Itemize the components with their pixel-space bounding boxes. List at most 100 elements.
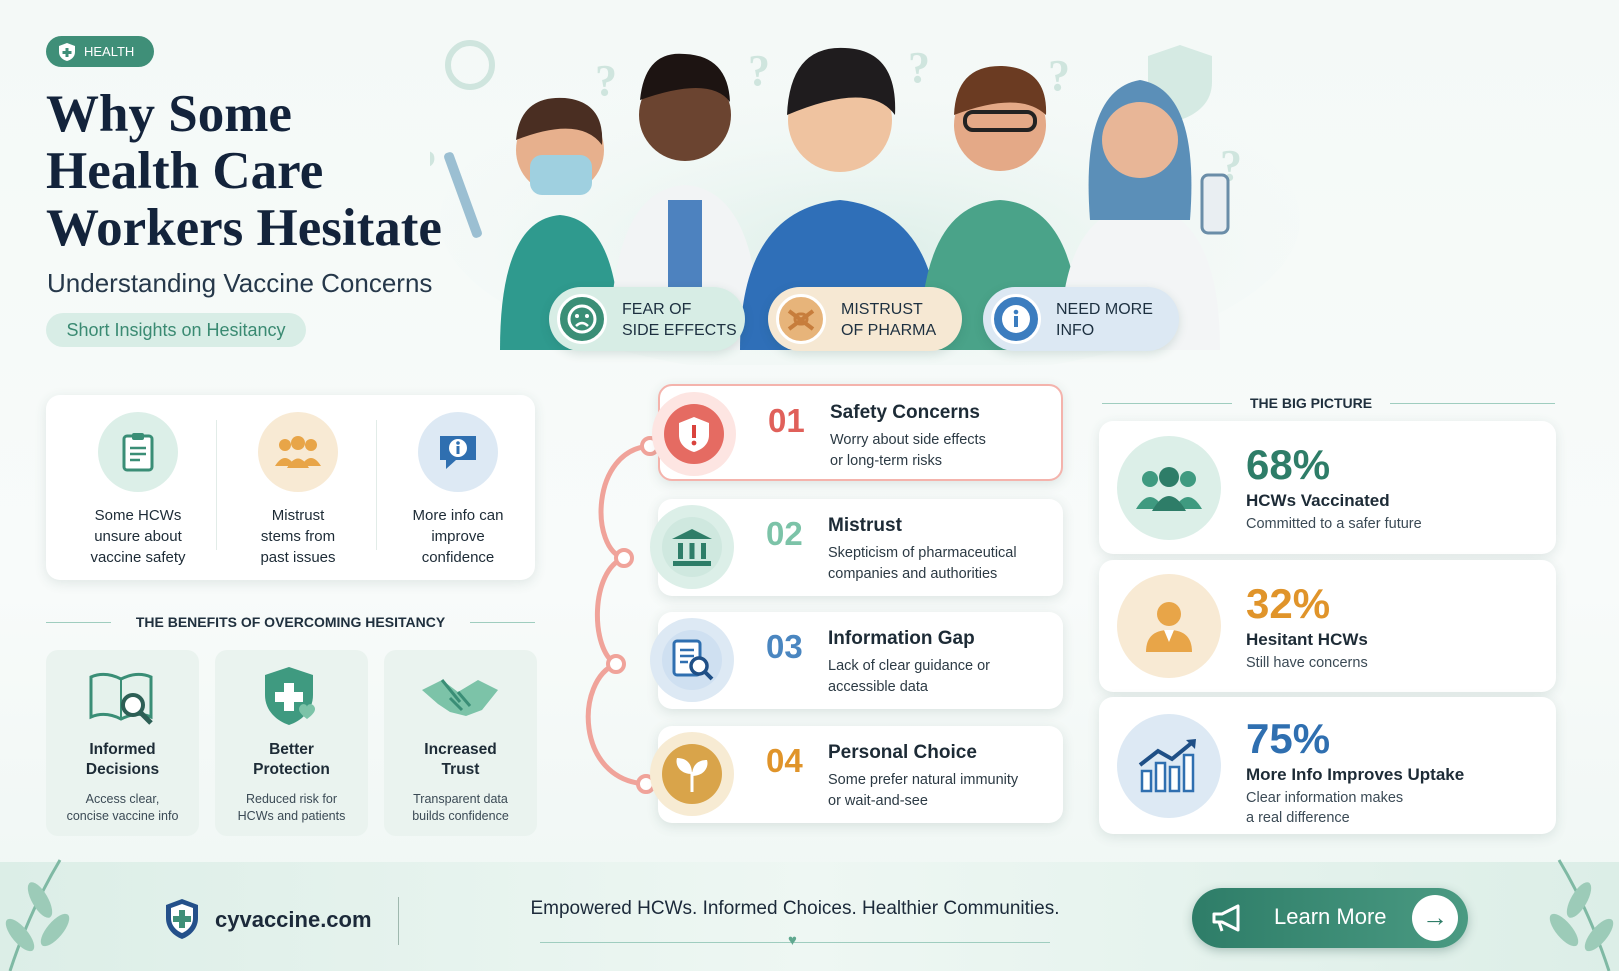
- benefit-desc: Access clear, concise vaccine info: [46, 791, 199, 825]
- insight-divider: [376, 420, 377, 550]
- badge-line: NEED MORE: [1056, 301, 1153, 318]
- title: Why Some Health Care Workers Hesitate: [46, 86, 442, 257]
- insight-text: Mistrust stems from past issues: [216, 505, 380, 568]
- leaf-right: [1549, 859, 1614, 971]
- badge-icon: [776, 294, 826, 344]
- concern-desc-line: or wait-and-see: [828, 793, 928, 809]
- timeline-curve: [585, 436, 660, 794]
- hero-badge: FEAR OF SIDE EFFECTS: [549, 287, 745, 351]
- svg-text:?: ?: [595, 56, 617, 105]
- stat-card: 32% Hesitant HCWs Still have concerns: [1099, 560, 1556, 692]
- benefit-title-line: Decisions: [85, 761, 160, 778]
- megaphone-icon: [1212, 904, 1240, 932]
- benefit-desc-line: builds confidence: [412, 809, 509, 823]
- big-rule-left: [1102, 403, 1232, 404]
- shield-icon: [59, 42, 75, 61]
- benefit-desc-line: Reduced risk for: [245, 792, 337, 806]
- benefit-title-line: Informed: [89, 741, 156, 758]
- benefit-icon-glyph: [422, 679, 498, 716]
- benefit-card: Informed Decisions Access clear, concise va…: [46, 650, 199, 836]
- benefit-icon-glyph: [89, 672, 153, 725]
- title-line: Workers Hesitate: [46, 199, 442, 257]
- badge-icon-glyph: [787, 309, 815, 331]
- svg-text:?: ?: [430, 141, 437, 190]
- stat-label: HCWs Vaccinated: [1246, 491, 1390, 510]
- badge-icon-glyph: [567, 304, 597, 334]
- benefits-rule-right: [470, 622, 535, 623]
- insight-text: Some HCWs unsure about vaccine safety: [56, 505, 220, 568]
- footer-tagline: Empowered HCWs. Informed Choices. Health…: [530, 898, 1060, 919]
- benefit-icon: [77, 662, 167, 732]
- insight-line: Mistrust: [271, 507, 325, 524]
- concern-icon-inner-glyph: [679, 417, 709, 452]
- concern-desc-line: Skepticism of pharmaceutical: [828, 545, 1017, 561]
- site-link[interactable]: cyvaccine.com: [215, 907, 372, 932]
- insight-icon: [98, 412, 178, 492]
- concern-icon-inner-glyph: [672, 529, 712, 566]
- concern-card: 04 Personal Choice Some prefer natural imm…: [650, 726, 1063, 823]
- hero-badge: MISTRUST OF PHARMA: [768, 287, 962, 351]
- insight-icon-glyph: [122, 433, 154, 472]
- concern-number: 01: [768, 402, 805, 439]
- badge-icon: [991, 294, 1041, 344]
- benefit-card: Increased Trust Transparent data builds con…: [384, 650, 537, 836]
- insight-line: confidence: [421, 549, 495, 566]
- stat-desc-line: Still have concerns: [1246, 655, 1368, 671]
- concern-title: Information Gap: [828, 628, 975, 649]
- tagline-rule: [540, 942, 1050, 943]
- big-picture-heading: THE BIG PICTURE: [1249, 395, 1373, 411]
- concern-desc-line: accessible data: [828, 679, 928, 695]
- title-line: Health Care: [46, 142, 324, 200]
- button-arrow: →: [1412, 895, 1458, 941]
- concern-desc: Worry about side effects or long-term ris…: [830, 430, 986, 472]
- benefit-title: Informed Decisions: [46, 740, 199, 780]
- stat-icon-glyph: [1136, 466, 1202, 511]
- concern-desc-line: companies and authorities: [828, 566, 998, 582]
- insight-icon-glyph: [440, 436, 476, 469]
- benefit-icon: [415, 662, 505, 732]
- concern-icon-inner: [664, 404, 724, 464]
- site-logo: [166, 899, 198, 939]
- insight-line: vaccine safety: [90, 549, 186, 566]
- badge-line: FEAR OF: [622, 301, 692, 318]
- title-line: Why Some: [46, 85, 292, 143]
- stat-icon: [1117, 713, 1221, 818]
- insight-text: More info can improve confidence: [376, 505, 540, 568]
- benefit-icon: [246, 662, 336, 732]
- stat-desc: Still have concerns: [1246, 653, 1368, 673]
- stat-icon-glyph: [1138, 738, 1196, 792]
- benefits-rule-left: [46, 622, 111, 623]
- footer-divider: [398, 897, 399, 945]
- insights-pill: Short Insights on Hesitancy: [46, 313, 306, 347]
- concern-desc-line: Lack of clear guidance or: [828, 658, 991, 674]
- concern-desc: Some prefer natural immunity or wait-and-…: [828, 770, 1018, 812]
- learn-more-button[interactable]: Learn More →: [1192, 888, 1468, 948]
- button-label: Learn More: [1274, 904, 1387, 929]
- benefit-icon-glyph: [265, 667, 315, 725]
- concern-desc: Skepticism of pharmaceutical companies an…: [828, 543, 1017, 585]
- stat-desc-line: a real difference: [1246, 810, 1350, 826]
- insight-line: past issues: [260, 549, 336, 566]
- insight-line: improve: [431, 528, 485, 545]
- stat-icon: [1117, 574, 1221, 678]
- concern-desc: Lack of clear guidance or accessible data: [828, 656, 990, 698]
- insight-line: unsure about: [94, 528, 182, 545]
- concern-number: 03: [766, 628, 803, 665]
- svg-text:?: ?: [908, 43, 930, 92]
- benefit-desc: Transparent data builds confidence: [384, 791, 537, 825]
- stat-icon: [1117, 435, 1221, 540]
- stat-card: 75% More Info Improves Uptake Clear inform…: [1099, 697, 1556, 834]
- badge-icon: [557, 294, 607, 344]
- stat-value: 75%: [1246, 715, 1331, 762]
- benefit-card: Better Protection Reduced risk for HCWs and…: [215, 650, 368, 836]
- benefit-title: Increased Trust: [384, 740, 537, 780]
- benefit-desc-line: concise vaccine info: [66, 809, 179, 823]
- concern-desc-line: Worry about side effects: [830, 432, 986, 448]
- stat-label: More Info Improves Uptake: [1246, 765, 1465, 784]
- insight-line: Some HCWs: [94, 507, 182, 524]
- badge-text: NEED MORE INFO: [1056, 299, 1153, 341]
- stat-card: 68% HCWs Vaccinated Committed to a safer f…: [1099, 421, 1556, 554]
- tag-text: HEALTH: [84, 44, 135, 59]
- benefit-title-line: Increased: [424, 741, 497, 758]
- badge-line: OF PHARMA: [841, 322, 937, 339]
